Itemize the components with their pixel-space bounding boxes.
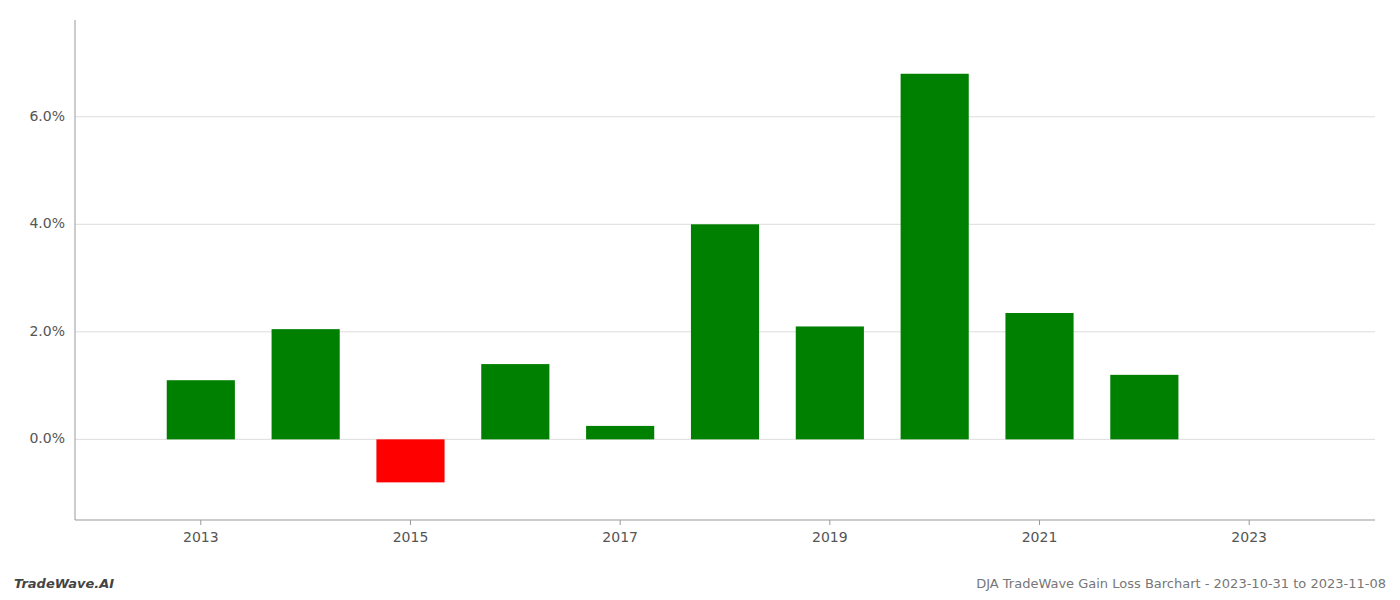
x-tick-label: 2023: [1231, 529, 1267, 545]
x-tick: [829, 520, 830, 525]
x-tick: [410, 520, 411, 525]
grid: [75, 117, 1375, 440]
bar: [167, 380, 235, 439]
x-tick-label: 2021: [1022, 529, 1058, 545]
y-tick-label: 2.0%: [29, 323, 65, 339]
bar: [1110, 375, 1178, 440]
footer-text: TradeWave.AI: [14, 576, 114, 591]
bar: [691, 224, 759, 439]
x-tick: [1039, 520, 1040, 525]
bar: [901, 74, 969, 440]
x-tick-label: 2019: [812, 529, 848, 545]
x-tick: [200, 520, 201, 525]
y-tick-label: 6.0%: [29, 108, 65, 124]
bar: [796, 326, 864, 439]
bars: [167, 74, 1179, 483]
bar: [586, 426, 654, 439]
x-tick-label: 2013: [183, 529, 219, 545]
grid-line: [75, 116, 1375, 117]
bar: [481, 364, 549, 439]
x-axis-line: [75, 520, 1375, 521]
chart-container: 0.0% 2.0% 4.0% 6.0% 2013 2015 2017 2019 2021 2023…: [0, 0, 1400, 600]
x-tick: [620, 520, 621, 525]
x-tick-label: 2017: [602, 529, 638, 545]
x-tick-label: 2015: [393, 529, 429, 545]
y-axis-line: [75, 20, 76, 520]
page: {"chart_data": {"type": "bar", "x": [201…: [0, 0, 1400, 600]
bar: [376, 439, 444, 482]
y-tick-label: 4.0%: [29, 215, 65, 231]
y-tick-label: 0.0%: [29, 430, 65, 446]
bar: [272, 329, 340, 439]
bar: [1005, 313, 1073, 439]
chart: 0.0% 2.0% 4.0% 6.0% 2013 2015 2017 2019 2021 2023…: [0, 0, 1400, 600]
footer-text: DJA TradeWave Gain Loss Barchart - 2023-…: [976, 576, 1386, 591]
x-tick: [1249, 520, 1250, 525]
